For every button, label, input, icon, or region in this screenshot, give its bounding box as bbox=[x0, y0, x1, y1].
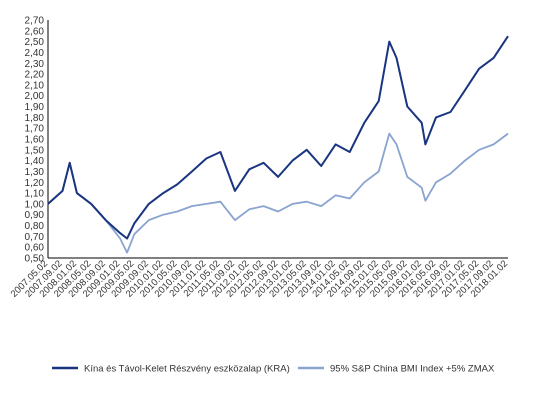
y-tick-label: 2,60 bbox=[25, 26, 45, 37]
y-tick-label: 1,90 bbox=[25, 102, 45, 113]
y-tick-label: 1,60 bbox=[25, 135, 45, 146]
y-tick-label: 1,30 bbox=[25, 167, 45, 178]
legend-label-2: 95% S&P China BMI Index +5% ZMAX bbox=[330, 364, 495, 375]
y-tick-label: 2,70 bbox=[25, 16, 45, 27]
y-tick-label: 0,60 bbox=[25, 243, 45, 254]
y-tick-label: 1,80 bbox=[25, 113, 45, 124]
y-tick-label: 0,90 bbox=[25, 210, 45, 221]
y-tick-label: 2,40 bbox=[25, 48, 45, 59]
y-axis: 0,500,600,700,800,901,001,101,201,301,40… bbox=[25, 16, 49, 265]
x-axis: 2007.05.022007.09.022008.01.022008.05.02… bbox=[9, 257, 510, 300]
y-tick-label: 2,30 bbox=[25, 59, 45, 70]
legend-label-1: Kína és Távol-Kelet Részvény eszközalap … bbox=[84, 364, 290, 375]
y-tick-label: 1,00 bbox=[25, 199, 45, 210]
y-tick-label: 0,50 bbox=[25, 254, 45, 265]
series-lines bbox=[47, 35, 509, 254]
legend: Kína és Távol-Kelet Részvény eszközalap … bbox=[52, 364, 495, 375]
y-tick-label: 2,20 bbox=[25, 70, 45, 81]
y-tick-label: 1,70 bbox=[25, 124, 45, 135]
y-tick-label: 2,00 bbox=[25, 91, 45, 102]
y-tick-label: 1,40 bbox=[25, 156, 45, 167]
series-line-2 bbox=[47, 132, 509, 254]
y-tick-label: 1,50 bbox=[25, 145, 45, 156]
y-tick-label: 2,50 bbox=[25, 37, 45, 48]
y-tick-label: 2,10 bbox=[25, 80, 45, 91]
y-tick-label: 0,70 bbox=[25, 232, 45, 243]
y-tick-label: 1,20 bbox=[25, 178, 45, 189]
series-line-1 bbox=[47, 35, 509, 240]
y-tick-label: 1,10 bbox=[25, 189, 45, 200]
y-tick-label: 0,80 bbox=[25, 221, 45, 232]
